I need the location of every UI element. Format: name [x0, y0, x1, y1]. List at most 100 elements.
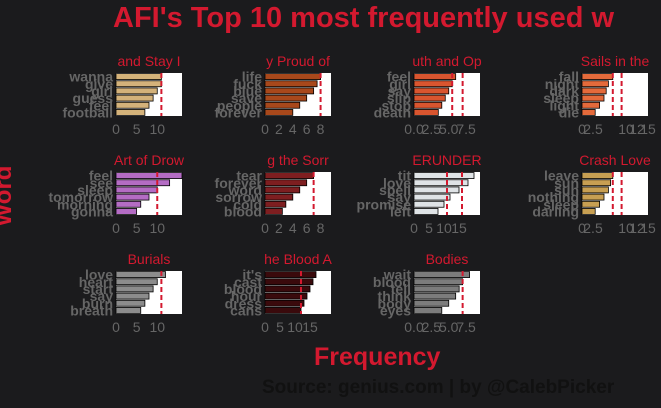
bar	[413, 285, 460, 293]
x-tick-label: 10	[618, 220, 634, 236]
word-label: people	[217, 97, 262, 113]
x-tick-label: 5.0	[439, 319, 459, 335]
word-label: tell	[391, 281, 411, 297]
word-label: guess	[73, 90, 114, 106]
x-tick-label: 2.5	[422, 319, 442, 335]
bar	[115, 299, 146, 307]
word-label: sleep	[543, 90, 579, 106]
x-tick-label: 6	[303, 121, 311, 137]
bar	[413, 101, 443, 109]
bar	[581, 200, 601, 208]
word-label: girl	[389, 76, 411, 92]
word-label: heart	[79, 274, 114, 290]
x-tick-label: 0.0	[404, 319, 424, 335]
bar	[581, 87, 607, 95]
x-tick-label: 0	[578, 121, 586, 137]
bar	[115, 94, 154, 102]
x-tick-label: 15	[640, 220, 656, 236]
facet-panel: y Proud oflifefuckbluesavepeopleforever0…	[215, 53, 331, 137]
x-tick-label: 2.5	[583, 220, 603, 236]
x-tick-label: 15	[640, 121, 656, 137]
x-tick-label: 0	[578, 220, 586, 236]
word-label: gonna	[71, 203, 113, 219]
x-tick-label: 10	[436, 220, 452, 236]
source-caption: Source: genius.com | by @CalebPicker	[262, 377, 615, 398]
bar	[264, 179, 308, 187]
word-label: left	[390, 203, 411, 219]
x-tick-label: 10	[149, 220, 165, 236]
word-label: give	[85, 76, 113, 92]
bar	[413, 179, 469, 187]
x-tick-label: 4	[289, 220, 297, 236]
x-tick-label: 5.0	[439, 121, 459, 137]
bar	[264, 109, 294, 116]
word-label: say	[90, 288, 114, 304]
bar	[581, 179, 612, 187]
word-label: love	[85, 267, 113, 283]
word-label: blood	[224, 203, 262, 219]
word-label: tomorrow	[48, 189, 113, 205]
word-label: sun	[554, 182, 579, 198]
x-tick-label: 10	[287, 319, 303, 335]
word-label: blue	[233, 83, 262, 99]
facet-panel: and Stay Iwannagivegirlguessfeelfootball…	[62, 53, 182, 137]
bar	[264, 73, 321, 80]
facet-panel: Art of Drowfeelseesleeptomorrowmorninggo…	[48, 152, 184, 236]
bar	[264, 193, 294, 201]
bar	[264, 101, 301, 109]
word-label: life	[242, 69, 262, 85]
word-label: darling	[532, 203, 579, 219]
panel-background	[582, 73, 648, 116]
x-tick-label: 2	[275, 220, 283, 236]
word-label: dress	[225, 295, 263, 311]
x-tick-label: 7.5	[456, 121, 476, 137]
word-label: slip	[387, 90, 411, 106]
panel-title: and Stay I	[117, 53, 180, 69]
x-tick-label: 5	[133, 121, 141, 137]
word-label: forever	[215, 175, 263, 191]
word-label: dark	[549, 83, 579, 99]
x-tick-label: 0	[261, 220, 269, 236]
bar	[264, 278, 314, 286]
x-tick-label: 8	[317, 220, 325, 236]
word-label: it's	[242, 267, 262, 283]
bar	[264, 172, 315, 179]
bar	[581, 172, 614, 179]
bar	[115, 186, 158, 194]
word-label: nothing	[528, 189, 579, 205]
x-tick-label: 5	[276, 319, 284, 335]
word-label: night	[545, 76, 580, 92]
facet-panel: Crash Loveleavesunsunnothingsleepdarling…	[528, 152, 656, 236]
word-label: tear	[236, 168, 262, 184]
panel-title: uth and Op	[412, 53, 481, 69]
word-label: wanna	[68, 69, 113, 85]
x-tick-label: 12	[629, 121, 645, 137]
word-label: wait	[383, 267, 412, 283]
word-label: say	[388, 189, 412, 205]
bar	[413, 271, 470, 278]
bar	[413, 80, 453, 88]
bar	[413, 94, 446, 102]
bar	[413, 73, 457, 80]
bar	[413, 292, 457, 300]
panel-background	[265, 271, 331, 314]
bar	[115, 292, 150, 300]
bar	[264, 80, 318, 88]
word-label: sleep	[543, 196, 579, 212]
word-label: save	[231, 90, 262, 106]
x-tick-label: 15	[451, 220, 467, 236]
panel-background	[116, 172, 182, 215]
word-label: sleep	[77, 182, 113, 198]
word-label: fuck	[233, 76, 262, 92]
bar	[413, 193, 451, 201]
panel-background	[414, 73, 480, 116]
word-label: feel	[89, 168, 113, 184]
word-label: cold	[233, 196, 262, 212]
word-label: think	[378, 288, 412, 304]
word-label: death	[374, 104, 411, 120]
word-label: body	[378, 295, 412, 311]
bar	[581, 208, 596, 215]
facet-panel: Bodies waitbloodtellthinkbodyeyes0.02.55.…	[373, 251, 480, 335]
